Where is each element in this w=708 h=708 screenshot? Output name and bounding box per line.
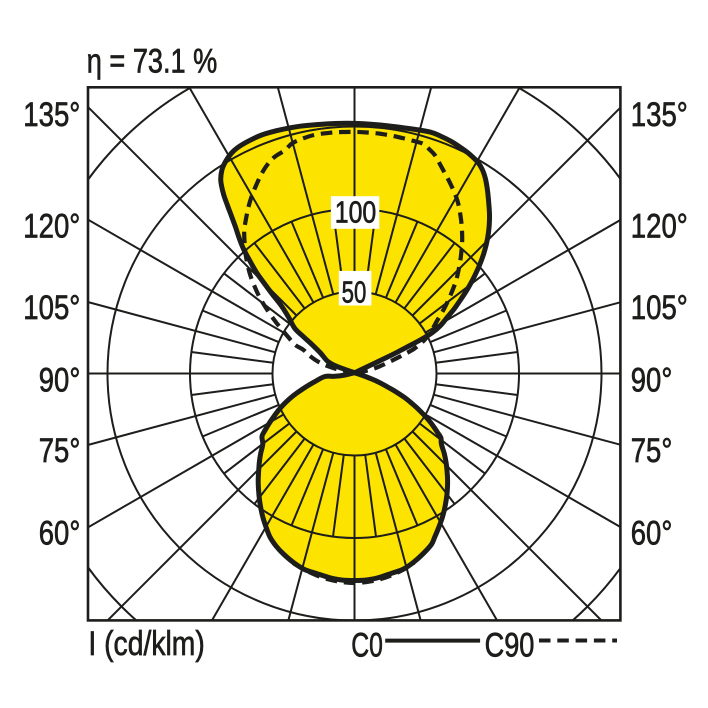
svg-text:C90: C90 bbox=[485, 626, 535, 664]
svg-text:120°: 120° bbox=[23, 208, 80, 246]
svg-text:105°: 105° bbox=[23, 289, 80, 327]
svg-text:75°: 75° bbox=[39, 432, 81, 470]
svg-text:I (cd/klm): I (cd/klm) bbox=[88, 625, 204, 663]
svg-text:90°: 90° bbox=[39, 362, 81, 400]
svg-text:60°: 60° bbox=[631, 514, 673, 552]
svg-text:90°: 90° bbox=[631, 362, 673, 400]
svg-text:135°: 135° bbox=[631, 96, 688, 134]
svg-text:60°: 60° bbox=[39, 514, 81, 552]
svg-text:50: 50 bbox=[342, 275, 367, 310]
svg-text:C0: C0 bbox=[351, 626, 383, 664]
svg-text:100: 100 bbox=[335, 195, 377, 230]
svg-text:120°: 120° bbox=[631, 208, 688, 246]
svg-text:135°: 135° bbox=[23, 96, 80, 134]
svg-text:105°: 105° bbox=[631, 289, 688, 327]
svg-text:75°: 75° bbox=[631, 432, 673, 470]
svg-text:η = 73.1 %: η = 73.1 % bbox=[87, 42, 218, 80]
